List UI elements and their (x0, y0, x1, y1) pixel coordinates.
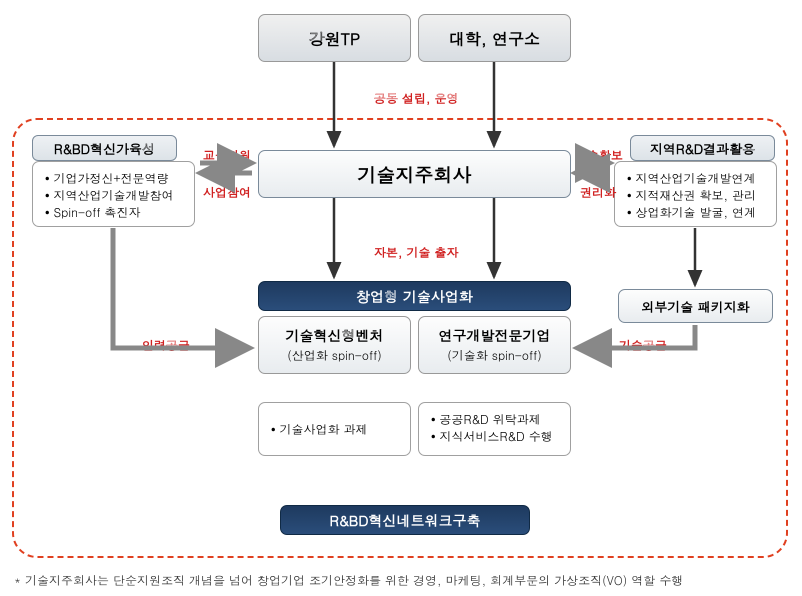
col2-tasks: 공공R&D 위탁과제 지식서비스R&D 수행 (418, 402, 571, 456)
network-label: R&BD혁신네트워크구축 (330, 510, 481, 530)
external-pkg-label: 외부기술 패키지화 (641, 297, 749, 316)
holding-company-box: 기술지주회사 (258, 150, 571, 198)
hr-label: 인력공급 (142, 337, 190, 354)
col1-sub: (산업화 spin-off) (259, 347, 410, 364)
tech-supply-label: 기술공급 (619, 337, 667, 354)
capital-label: 자본, 기술 출자 (374, 244, 459, 261)
left-list: 기업가정신+전문역량 지역산업기술개발참여 Spin-off 촉진자 (32, 161, 195, 227)
startup-header-label: 창업형 기술사업화 (356, 286, 473, 306)
external-pkg-box: 외부기술 패키지화 (618, 289, 773, 323)
right-header: 지역R&D결과활용 (630, 135, 775, 161)
col2-task-item: 공공R&D 위탁과제 (431, 411, 558, 428)
footnote: * 기술지주회사는 단순지원조직 개념을 넘어 창업기업 조기안정화를 위한 경… (14, 572, 683, 589)
startup-header: 창업형 기술사업화 (258, 281, 571, 311)
col2-task-item: 지식서비스R&D 수행 (431, 428, 558, 445)
left-item: Spin-off 촉진자 (45, 204, 182, 221)
col1-task-item: 기술사업화 과제 (271, 421, 368, 438)
top-box-gangwon: 강원TP (258, 14, 411, 62)
left-title: R&BD혁신가육성 (54, 139, 155, 158)
tech-secure-label: 기술확보 (575, 147, 623, 164)
rights-label: 권리화 (580, 184, 616, 201)
right-title: 지역R&D결과활용 (650, 139, 755, 158)
top-box-univ: 대학, 연구소 (418, 14, 571, 62)
right-item: 상업화기술 발굴, 연계 (627, 204, 764, 221)
col2-title: 연구개발전문기업 (419, 325, 570, 345)
col1-title: 기술혁신형벤처 (259, 325, 410, 345)
col2-sub: (기술화 spin-off) (419, 347, 570, 364)
top-right-label: 대학, 연구소 (449, 27, 540, 50)
right-item: 지역산업기술개발연계 (627, 170, 764, 187)
right-list: 지역산업기술개발연계 지적재산권 확보, 관리 상업화기술 발굴, 연계 (614, 161, 777, 227)
biz-label: 사업참여 (203, 184, 251, 201)
holding-company-label: 기술지주회사 (358, 161, 472, 188)
edu-label: 교육지원 (203, 147, 251, 164)
startup-col1: 기술혁신형벤처 (산업화 spin-off) (258, 316, 411, 374)
left-header: R&BD혁신가육성 (32, 135, 177, 161)
startup-col2: 연구개발전문기업 (기술화 spin-off) (418, 316, 571, 374)
left-item: 기업가정신+전문역량 (45, 170, 182, 187)
col1-tasks: 기술사업화 과제 (258, 402, 411, 456)
network-box: R&BD혁신네트워크구축 (280, 505, 530, 535)
joint-label: 공동 설립, 운영 (374, 90, 459, 107)
left-item: 지역산업기술개발참여 (45, 187, 182, 204)
right-item: 지적재산권 확보, 관리 (627, 187, 764, 204)
top-left-label: 강원TP (309, 27, 361, 50)
